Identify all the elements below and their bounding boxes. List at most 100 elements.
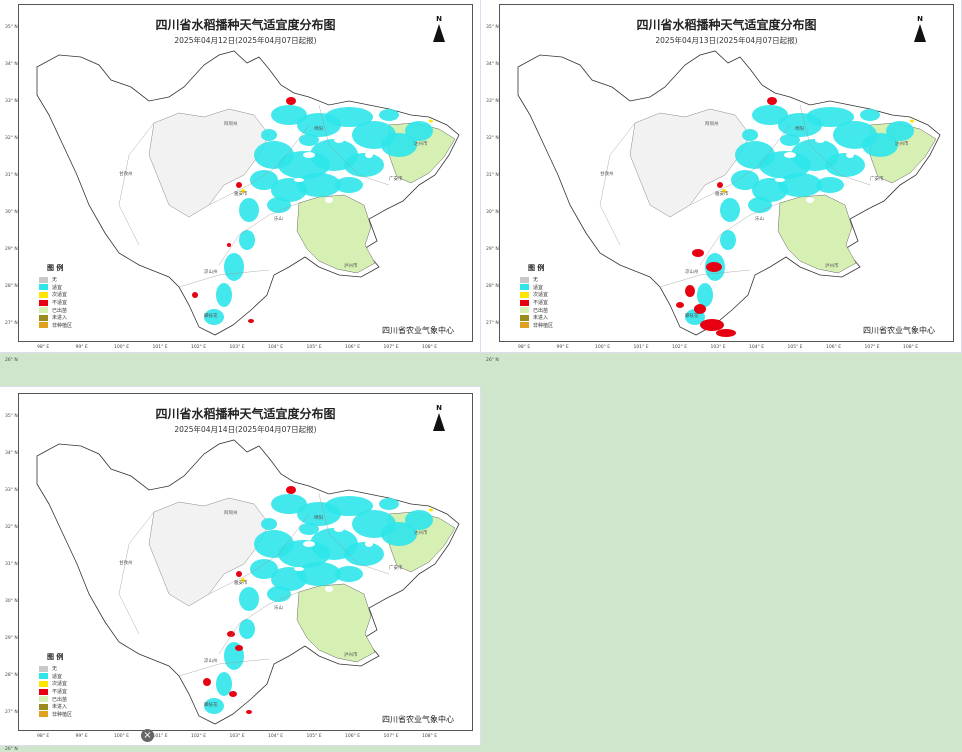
city-label: 雅安市	[234, 190, 248, 197]
legend-item: 已出苗	[39, 695, 72, 703]
legend-item: 适宜	[39, 673, 72, 681]
suitable-area	[267, 586, 291, 602]
unsuitable-area	[227, 243, 231, 247]
legend-item: 次适宜	[39, 680, 72, 688]
county-boundary	[218, 591, 300, 655]
unsuitable-area	[236, 182, 242, 188]
suitable-area	[325, 496, 373, 516]
longitude-tick-label: 101° E	[152, 734, 168, 739]
legend-swatch	[39, 314, 48, 321]
unsuitable-area	[227, 631, 235, 637]
unsuitable-area	[286, 97, 296, 105]
legend-label: 非种植区	[52, 711, 73, 718]
suitable-area	[381, 522, 417, 546]
north-arrow-icon: N	[432, 404, 446, 431]
latitude-tick-label: 32° N	[486, 136, 499, 141]
legend-label: 未进入	[52, 315, 68, 322]
legend-label: 次适宜	[52, 681, 68, 688]
gap-area	[280, 133, 288, 137]
unsuitable-area	[692, 249, 704, 257]
legend-label: 已出苗	[533, 307, 549, 314]
region-none	[148, 108, 270, 218]
suitable-area	[239, 198, 259, 222]
legend-item: 无	[520, 276, 553, 284]
legend-item: 非种植区	[39, 711, 72, 719]
sub-suitable-area	[429, 508, 433, 512]
legend-label: 已出苗	[52, 696, 68, 703]
city-label: 攀枝花	[204, 701, 218, 708]
legend-swatch	[39, 322, 48, 329]
unsuitable-area	[248, 319, 254, 323]
legend-swatch	[39, 680, 48, 687]
unsuitable-area	[717, 182, 723, 188]
latitude-tick-label: 26° N	[5, 358, 18, 363]
longitude-tick-label: 103° E	[710, 345, 726, 350]
suitable-area	[239, 230, 255, 250]
suitable-area	[250, 170, 278, 190]
longitude-tick-label: 100° E	[595, 345, 611, 350]
suitable-area	[267, 197, 291, 213]
latitude-tick-label: 35° N	[5, 25, 18, 30]
gap-area	[294, 178, 304, 182]
suitable-area	[778, 173, 822, 197]
suitable-area	[731, 170, 759, 190]
legend-item: 次适宜	[39, 291, 72, 299]
close-icon[interactable]: ×	[141, 729, 154, 742]
suitable-area	[216, 283, 232, 307]
map-frame: 四川省水稻播种天气适宜度分布图 2025年04月13日(2025年04月07日起…	[486, 4, 954, 363]
city-label: 达州市	[414, 529, 428, 536]
region-emerged	[777, 194, 857, 274]
suitable-area	[860, 109, 880, 121]
latitude-tick-label: 30° N	[5, 599, 18, 604]
city-label: 雅安市	[234, 579, 248, 586]
city-label: 乐山	[274, 215, 283, 222]
longitude-tick-label: 107° E	[383, 734, 399, 739]
gap-area	[303, 541, 315, 547]
map-subtitle: 2025年04月14日(2025年04月07日起报)	[174, 425, 317, 434]
suitable-area	[806, 107, 854, 127]
legend-item: 未进入	[39, 703, 72, 711]
unsuitable-area	[236, 571, 242, 577]
city-label: 绵阳	[314, 125, 323, 132]
legend-label: 无	[52, 666, 58, 673]
legend-label: 未进入	[52, 704, 68, 711]
longitude-tick-label: 100° E	[114, 734, 130, 739]
suitable-area	[239, 587, 259, 611]
legend-label: 已出苗	[52, 307, 68, 314]
longitude-tick-label: 107° E	[383, 345, 399, 350]
suitable-area	[335, 566, 363, 582]
county-boundary	[799, 104, 871, 186]
suitable-area	[204, 698, 224, 714]
longitude-tick-label: 104° E	[749, 345, 765, 350]
legend-label: 不适宜	[52, 689, 68, 696]
legend-swatch	[520, 284, 529, 291]
legend-label: 非种植区	[533, 322, 554, 329]
legend-item: 不适宜	[520, 299, 553, 307]
legend-swatch	[39, 703, 48, 710]
suitable-area	[239, 619, 255, 639]
longitude-tick-label: 104° E	[268, 734, 284, 739]
unsuitable-area	[700, 319, 724, 331]
legend: 图 例无适宜 次适宜 不适宜 已出苗 未进入 非种植区	[39, 263, 72, 329]
legend-item: 非种植区	[39, 322, 72, 330]
gap-area	[325, 586, 333, 592]
gap-area	[815, 137, 825, 143]
map-frame: 四川省水稻播种天气适宜度分布图 2025年04月14日(2025年04月07日起…	[5, 393, 473, 752]
latitude-tick-label: 27° N	[5, 321, 18, 326]
legend-label: 未进入	[533, 315, 549, 322]
gap-area	[280, 522, 288, 526]
credit-text: 四川省农业气象中心	[863, 326, 935, 335]
county-boundary	[118, 511, 155, 635]
longitude-tick-label: 106° E	[345, 734, 361, 739]
sub-suitable-area	[241, 578, 245, 582]
legend-label: 不适宜	[533, 300, 549, 307]
city-label: 绵阳	[795, 125, 804, 132]
latitude-tick-label: 34° N	[486, 62, 499, 67]
legend-label: 适宜	[52, 284, 63, 291]
legend-item: 不适宜	[39, 688, 72, 696]
city-label: 凉山州	[204, 657, 218, 664]
latitude-tick-label: 27° N	[486, 321, 499, 326]
unsuitable-area	[716, 329, 736, 337]
